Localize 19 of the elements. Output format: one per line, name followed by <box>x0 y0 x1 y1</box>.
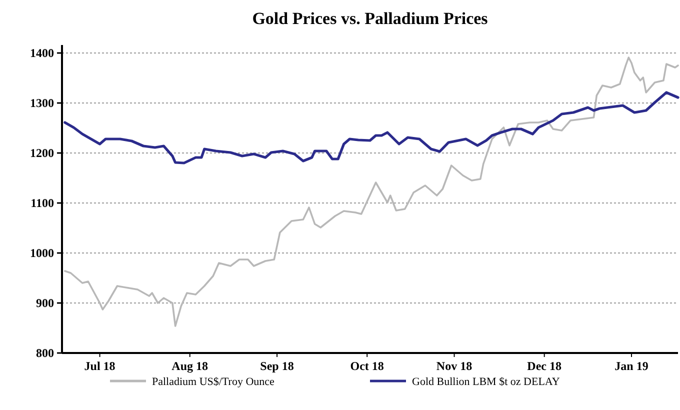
y-tick-label: 1300 <box>30 96 54 110</box>
x-tick-label: Aug 18 <box>172 359 208 373</box>
x-tick-label: Jan 19 <box>614 359 648 373</box>
y-tick-label: 1200 <box>30 146 54 160</box>
x-tick-label: Dec 18 <box>527 359 562 373</box>
y-tick-label: 1100 <box>30 196 54 210</box>
y-tick-label: 1000 <box>30 246 54 260</box>
y-tick-label: 1400 <box>30 46 54 60</box>
line-series <box>64 91 680 164</box>
x-tick-label: Jul 18 <box>84 359 116 373</box>
y-tick-label: 800 <box>36 346 54 360</box>
legend-label: Gold Bullion LBM $t oz DELAY <box>412 376 560 388</box>
line-series <box>64 56 679 327</box>
x-tick-label: Nov 18 <box>436 359 472 373</box>
legend-label: Palladium US$/Troy Ounce <box>152 376 275 388</box>
y-tick-label: 900 <box>36 296 54 310</box>
chart-title: Gold Prices vs. Palladium Prices <box>252 9 488 28</box>
x-tick-label: Sep 18 <box>260 359 294 373</box>
x-tick-label: Oct 18 <box>350 359 384 373</box>
